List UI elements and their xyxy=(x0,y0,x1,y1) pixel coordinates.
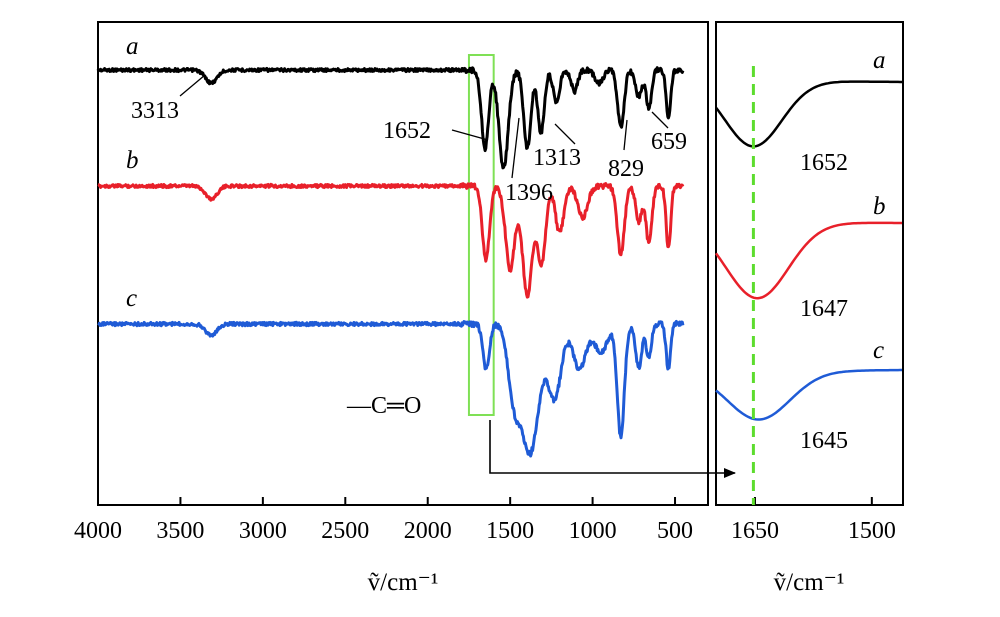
zoom-spectrum-line-a xyxy=(715,80,902,148)
main-x-tick-label-2500: 2500 xyxy=(321,518,369,544)
peak-label-3313: 3313 xyxy=(131,98,179,124)
zoom-x-tick-label-1500: 1500 xyxy=(848,518,896,544)
zoom-plot-frame xyxy=(715,21,904,506)
main-x-tick-label-2000: 2000 xyxy=(404,518,452,544)
main-x-tick-label-500: 500 xyxy=(657,518,693,544)
zoom-series-label-a: a xyxy=(873,47,886,74)
series-label-a: a xyxy=(126,33,139,60)
zoom-x-tick-label-1650: 1650 xyxy=(731,518,779,544)
leader-1313 xyxy=(554,123,576,145)
leader-1652 xyxy=(451,129,489,141)
zoom-peak-label-c: 1645 xyxy=(800,428,848,454)
peak-label-1313: 1313 xyxy=(533,145,581,171)
main-x-tick-label-3000: 3000 xyxy=(239,518,287,544)
main-x-tick-label-3500: 3500 xyxy=(156,518,204,544)
zoom-spectra xyxy=(714,80,902,421)
zoom-spectrum-line-c xyxy=(715,368,902,421)
main-x-tick-label-1500: 1500 xyxy=(486,518,534,544)
spectrum-line-b xyxy=(97,182,685,299)
peak-label-829: 829 xyxy=(608,156,644,182)
zoom-x-axis: 1650 1500 xyxy=(731,497,896,544)
main-x-tick-label-4000: 4000 xyxy=(74,518,122,544)
main-spectra xyxy=(96,66,685,458)
series-label-b: b xyxy=(126,147,139,174)
zoom-peak-label-b: 1647 xyxy=(800,296,848,322)
carbonyl-label: —C═O xyxy=(346,393,421,419)
series-label-c: c xyxy=(126,285,137,312)
zoom-spectrum-line-b xyxy=(714,221,902,300)
zoom-connector-arrow xyxy=(489,420,736,478)
spectrum-line-c xyxy=(97,319,685,458)
spectrum-line-a xyxy=(96,66,685,170)
peak-label-659: 659 xyxy=(651,129,687,155)
leader-829 xyxy=(623,119,628,151)
main-x-axis: 4000 3500 3000 2500 2000 1500 1000 500 xyxy=(74,497,693,544)
zoom-x-axis-title: ṽ/cm⁻¹ xyxy=(774,569,845,596)
leader-3313 xyxy=(179,74,206,97)
leader-1396 xyxy=(511,117,520,179)
peak-label-1652: 1652 xyxy=(383,118,431,144)
main-x-axis-title: ṽ/cm⁻¹ xyxy=(368,569,439,596)
zoom-peak-label-a: 1652 xyxy=(800,150,848,176)
peak-label-1396: 1396 xyxy=(505,180,553,206)
zoom-series-label-c: c xyxy=(873,337,884,364)
main-plot-frame xyxy=(97,21,709,506)
main-x-tick-label-1000: 1000 xyxy=(569,518,617,544)
leader-659 xyxy=(651,111,669,129)
highlight-box xyxy=(467,54,495,416)
zoom-series-label-b: b xyxy=(873,193,886,220)
